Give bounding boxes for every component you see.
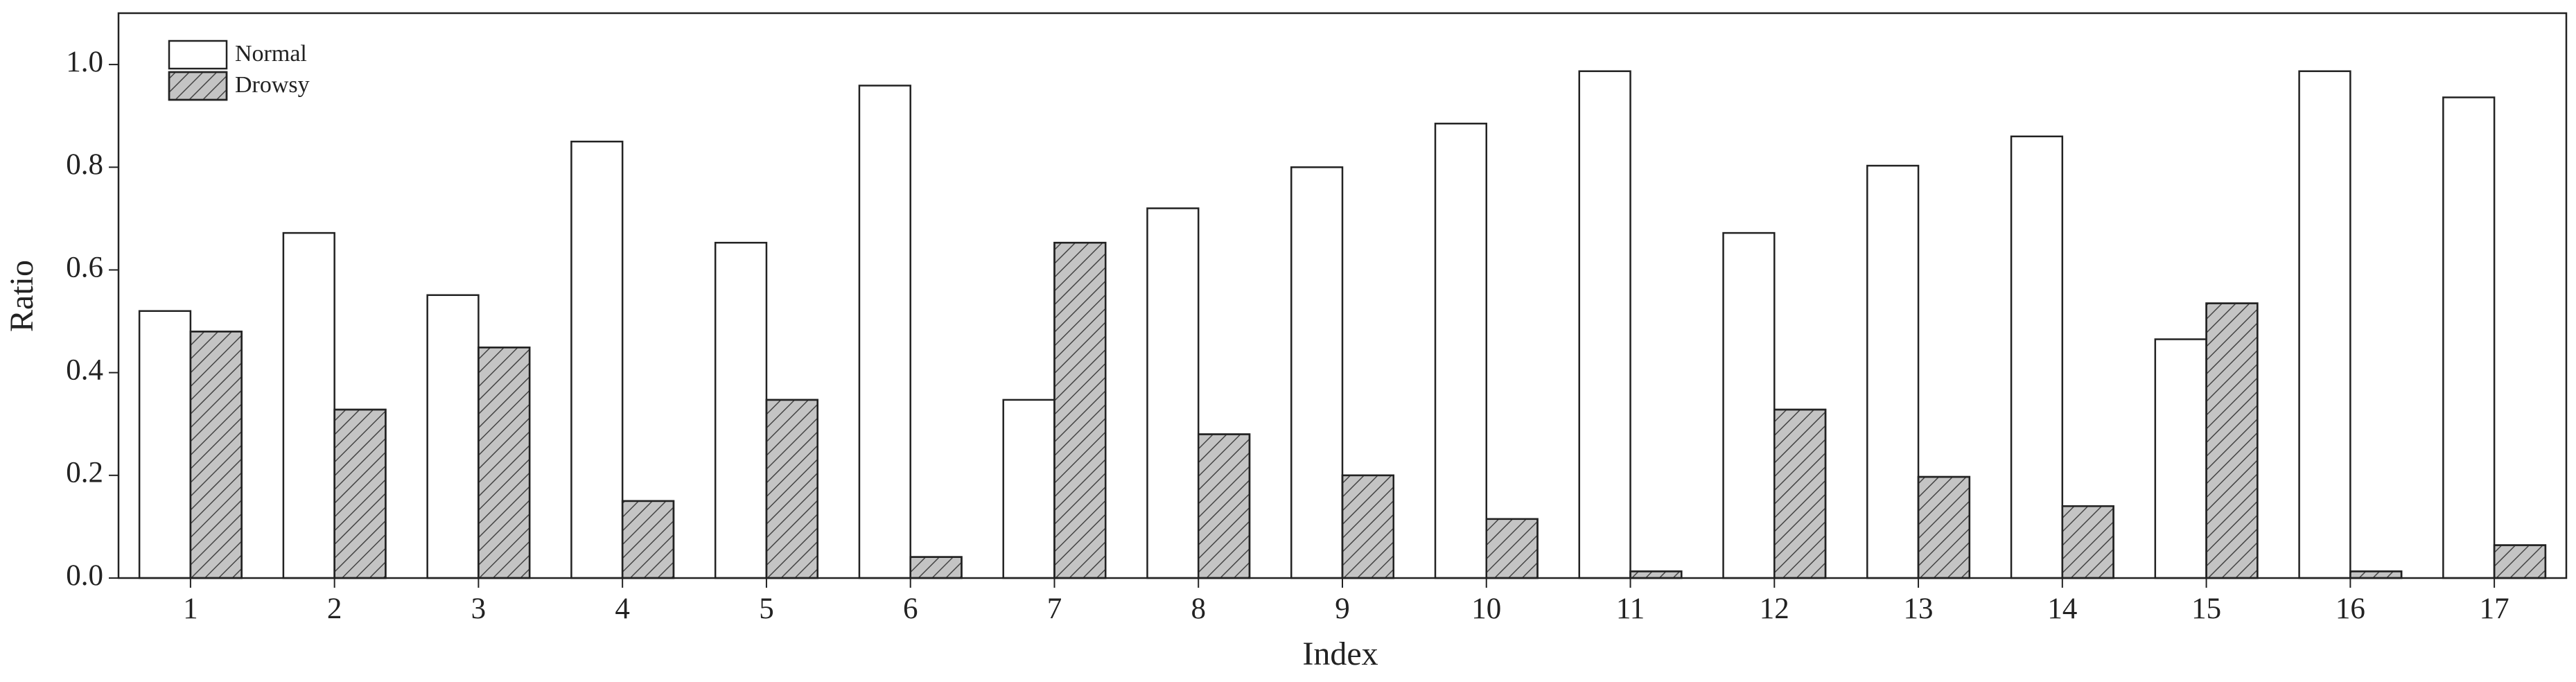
y-axis-label: Ratio bbox=[3, 260, 40, 332]
y-tick-label: 0.6 bbox=[66, 251, 103, 283]
bar-hatch bbox=[1917, 475, 1971, 579]
x-tick-label: 11 bbox=[1616, 593, 1645, 625]
legend-swatch bbox=[168, 40, 228, 70]
bar-hatch bbox=[1341, 474, 1395, 579]
bar bbox=[138, 310, 192, 579]
bar bbox=[2010, 135, 2064, 579]
bar-hatch bbox=[2205, 302, 2259, 579]
bar-hatch bbox=[333, 408, 387, 579]
y-tick-label: 0.2 bbox=[66, 457, 103, 489]
bar bbox=[1434, 123, 1488, 579]
bar bbox=[714, 241, 768, 579]
bar-hatch bbox=[2493, 544, 2547, 579]
x-tick-label: 5 bbox=[759, 593, 774, 625]
bar-hatch bbox=[765, 399, 818, 579]
bar bbox=[2298, 70, 2351, 579]
bar-hatch bbox=[909, 556, 963, 579]
bar bbox=[1290, 166, 1344, 579]
x-tick-label: 6 bbox=[903, 593, 918, 625]
bar-hatch bbox=[2349, 570, 2403, 579]
x-tick-label: 1 bbox=[183, 593, 198, 625]
bar bbox=[1578, 70, 1631, 579]
x-tick-label: 8 bbox=[1191, 593, 1206, 625]
y-tick-label: 0.4 bbox=[66, 354, 103, 387]
bar bbox=[282, 231, 335, 579]
x-tick-label: 16 bbox=[2336, 593, 2365, 625]
plot-frame bbox=[117, 12, 2568, 579]
bar bbox=[2154, 338, 2207, 579]
x-tick-label: 4 bbox=[615, 593, 630, 625]
bar-hatch bbox=[1485, 518, 1539, 579]
bar bbox=[1722, 231, 1776, 579]
x-tick-label: 7 bbox=[1047, 593, 1062, 625]
legend-label: Drowsy bbox=[235, 72, 310, 98]
y-tick-label: 0.8 bbox=[66, 148, 103, 181]
x-tick-label: 12 bbox=[1760, 593, 1789, 625]
bar bbox=[570, 140, 624, 579]
x-tick-label: 10 bbox=[1471, 593, 1501, 625]
bar-hatch bbox=[1773, 408, 1827, 579]
bar-hatch bbox=[1053, 241, 1107, 579]
bar-hatch bbox=[1629, 570, 1683, 579]
bar bbox=[1146, 207, 1200, 579]
bar bbox=[426, 294, 480, 579]
x-tick-label: 3 bbox=[471, 593, 487, 625]
bar-hatch bbox=[189, 331, 243, 579]
bar-hatch bbox=[2061, 505, 2114, 579]
bar bbox=[1866, 164, 1920, 579]
bar-hatch bbox=[477, 347, 531, 579]
x-axis-label: Index bbox=[1302, 636, 1378, 672]
legend-label: Normal bbox=[235, 41, 307, 67]
x-tick-label: 17 bbox=[2480, 593, 2509, 625]
x-tick-label: 2 bbox=[327, 593, 342, 625]
x-tick-label: 9 bbox=[1335, 593, 1350, 625]
y-tick-label: 1.0 bbox=[66, 46, 103, 78]
x-tick-label: 15 bbox=[2191, 593, 2221, 625]
bar bbox=[1002, 399, 1055, 579]
bar-hatch bbox=[1197, 433, 1251, 579]
bar bbox=[2442, 96, 2496, 579]
bar-hatch bbox=[621, 500, 675, 579]
x-tick-label: 13 bbox=[1904, 593, 1934, 625]
x-tick-label: 14 bbox=[2047, 593, 2077, 625]
y-tick-label: 0.0 bbox=[66, 559, 103, 592]
legend-swatch-hatch bbox=[168, 71, 228, 101]
bar bbox=[858, 85, 911, 579]
